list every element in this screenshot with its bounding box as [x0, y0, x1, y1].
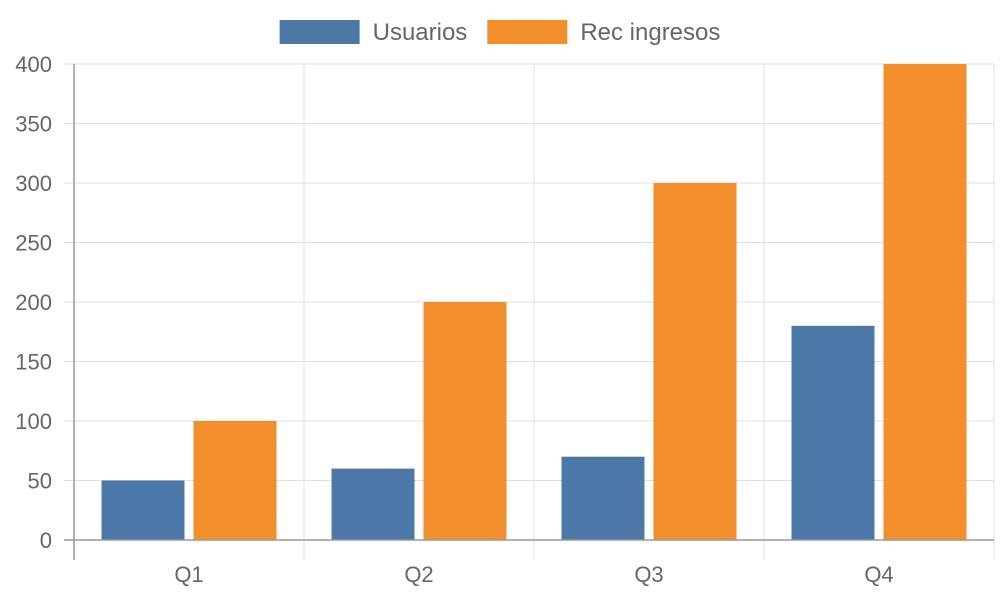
y-tick-label: 100: [15, 409, 52, 434]
bar-rec-ingresos-q3: [653, 183, 737, 540]
y-tick-label: 300: [15, 171, 52, 196]
legend-label: Rec ingresos: [580, 19, 720, 46]
legend-swatch-rec-ingresos: [487, 20, 568, 44]
bar-rec-ingresos-q4: [883, 64, 967, 540]
x-axis-ticks: Q1 Q2 Q3 Q4: [174, 562, 893, 587]
bar-usuarios-q3: [561, 456, 645, 540]
axes: [64, 64, 994, 560]
legend-swatch-usuarios: [279, 20, 360, 44]
legend: Usuarios Rec ingresos: [279, 19, 720, 46]
bar-usuarios-q1: [101, 480, 185, 540]
bar-rec-ingresos-q1: [193, 421, 277, 540]
y-tick-label: 350: [15, 112, 52, 137]
x-tick-label: Q2: [404, 562, 433, 587]
y-tick-label: 250: [15, 231, 52, 256]
bar-usuarios-q4: [791, 325, 875, 540]
y-tick-label: 200: [15, 290, 52, 315]
y-tick-label: 50: [28, 469, 52, 494]
bar-usuarios-q2: [331, 468, 415, 540]
legend-label: Usuarios: [373, 19, 468, 46]
x-tick-label: Q4: [864, 562, 893, 587]
y-tick-label: 0: [40, 528, 52, 553]
y-axis-ticks: 0 50 100 150 200 250 300 350 400: [15, 52, 52, 553]
y-tick-label: 400: [15, 52, 52, 77]
x-tick-label: Q3: [634, 562, 663, 587]
x-tick-label: Q1: [174, 562, 203, 587]
y-tick-label: 150: [15, 350, 52, 375]
bar-rec-ingresos-q2: [423, 302, 507, 540]
bars: [101, 64, 967, 540]
